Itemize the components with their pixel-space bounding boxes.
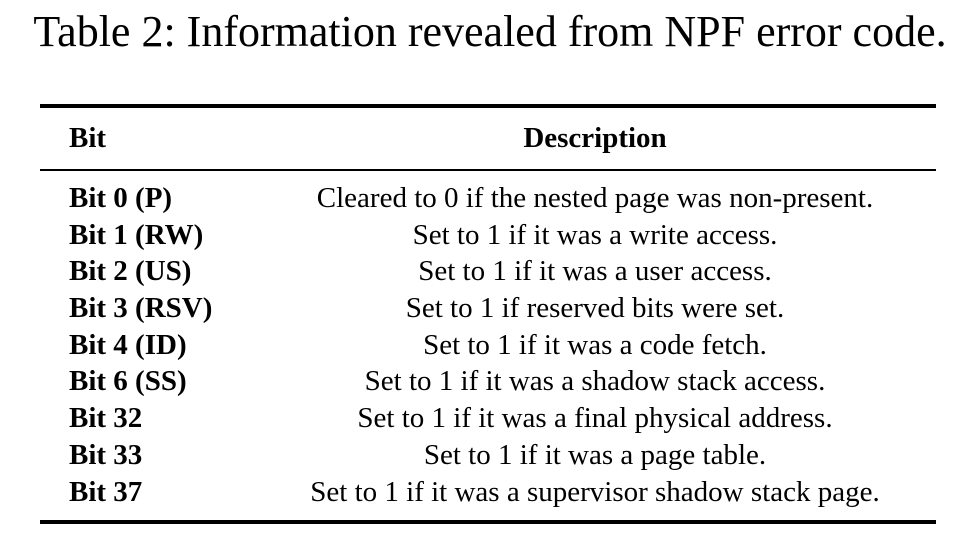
description-cell: Set to 1 if it was a code fetch.: [423, 328, 767, 361]
description-cell: Set to 1 if it was a final physical addr…: [357, 402, 833, 435]
bit-cell: Bit 4 (ID): [69, 328, 187, 361]
table-row: Bit 0 (P) Cleared to 0 if the nested pag…: [0, 180, 980, 217]
description-cell: Set to 1 if it was a shadow stack access…: [364, 365, 826, 398]
bit-cell: Bit 37: [69, 475, 143, 508]
header-description: Description: [523, 122, 667, 154]
bit-cell: Bit 33: [69, 438, 143, 471]
bit-cell: Bit 2 (US): [69, 255, 192, 288]
description-cell: Set to 1 if it was a supervisor shadow s…: [310, 475, 880, 508]
bit-cell: Bit 3 (RSV): [69, 292, 213, 325]
table-row: Bit 33 Set to 1 if it was a page table.: [0, 437, 980, 474]
bit-cell: Bit 6 (SS): [69, 365, 187, 398]
table-row: Bit 2 (US) Set to 1 if it was a user acc…: [0, 253, 980, 290]
table-header-row: Bit Description: [0, 115, 980, 161]
table-row: Bit 32 Set to 1 if it was a final physic…: [0, 400, 980, 437]
bit-cell: Bit 32: [69, 402, 143, 435]
bit-cell: Bit 1 (RW): [69, 218, 204, 251]
description-cell: Set to 1 if it was a write access.: [412, 218, 778, 251]
table-row: Bit 37 Set to 1 if it was a supervisor s…: [0, 474, 980, 511]
table-row: Bit 1 (RW) Set to 1 if it was a write ac…: [0, 217, 980, 254]
table-top-rule: [40, 104, 936, 108]
table-body: Bit 0 (P) Cleared to 0 if the nested pag…: [0, 180, 980, 510]
table-row: Bit 4 (ID) Set to 1 if it was a code fet…: [0, 327, 980, 364]
description-cell: Set to 1 if it was a page table.: [423, 438, 767, 471]
bit-cell: Bit 0 (P): [69, 182, 173, 214]
table-header-rule: [40, 169, 936, 171]
table-caption: Table 2: Information revealed from NPF e…: [33, 7, 947, 56]
table-row: Bit 6 (SS) Set to 1 if it was a shadow s…: [0, 363, 980, 400]
header-bit: Bit: [69, 122, 107, 154]
description-cell: Set to 1 if it was a user access.: [418, 255, 772, 288]
description-cell: Set to 1 if reserved bits were set.: [405, 292, 785, 325]
table-bottom-rule: [40, 520, 936, 524]
description-cell: Cleared to 0 if the nested page was non-…: [316, 182, 874, 214]
table-row: Bit 3 (RSV) Set to 1 if reserved bits we…: [0, 290, 980, 327]
